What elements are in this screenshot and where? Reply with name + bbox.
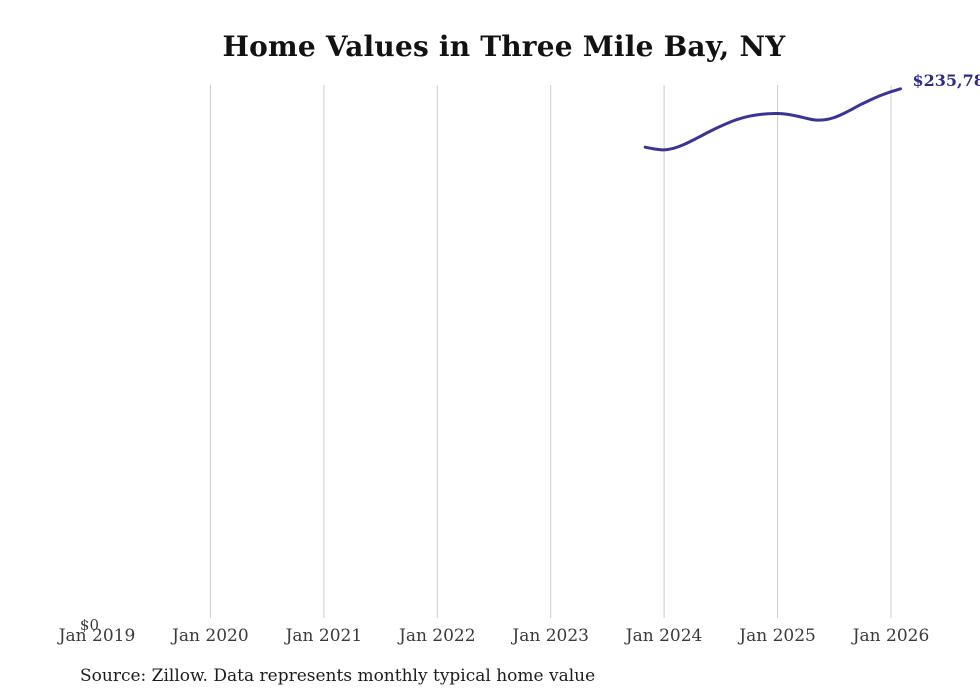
chart-title: Home Values in Three Mile Bay, NY <box>222 30 786 63</box>
x-gridlines <box>209 85 892 618</box>
home-value-line <box>643 87 902 152</box>
x-tick-label: Jan 2023 <box>510 626 589 646</box>
source-note: Source: Zillow. Data represents monthly … <box>80 666 596 686</box>
latest-value-label: $235,788 <box>913 71 980 90</box>
x-tick-label: Jan 2022 <box>397 626 476 646</box>
x-tick-label: Jan 2019 <box>57 626 136 646</box>
x-axis-tick-labels: Jan 2019 Jan 2020 Jan 2021 Jan 2022 Jan 2023… <box>57 626 930 646</box>
y-axis-zero-label: $0 <box>80 616 99 634</box>
x-tick-label: Jan 2021 <box>284 626 363 646</box>
x-tick-label: Jan 2025 <box>737 626 816 646</box>
x-tick-label: Jan 2026 <box>851 626 930 646</box>
x-tick-label: Jan 2024 <box>624 626 703 646</box>
x-tick-label: Jan 2020 <box>170 626 249 646</box>
